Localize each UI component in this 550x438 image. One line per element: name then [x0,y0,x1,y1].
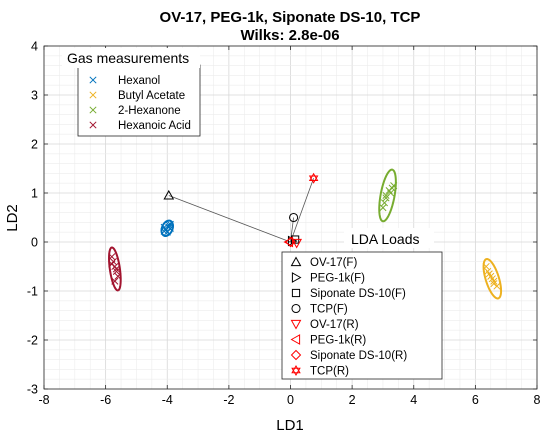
y-tick-label: 4 [31,40,38,54]
lda-legend-label: TCP(F) [310,304,348,316]
gas-legend-title-bg [62,48,200,68]
hexagram-part [291,365,301,374]
gas-point [112,265,120,273]
gas-point [112,267,120,275]
gas-point [379,204,387,212]
gas-point [387,189,395,197]
lda-legend-marker [291,365,301,376]
gas-point [390,182,398,190]
lda-legend-marker [290,256,302,267]
confidence-ellipses [108,168,503,300]
lda-loads-title: LDA Loads [351,231,420,247]
gas-point [485,270,493,278]
y-axis-label: LD2 [4,204,21,232]
gas-legend-label: Hexanoic Acid [118,120,191,132]
gas-legend: Gas measurements Hexanol Butyl Acetate 2-H… [62,48,201,137]
y-tick-label: -1 [27,285,38,299]
gas-point [160,227,168,235]
y-tick-label: -2 [27,334,38,348]
gas-points [108,182,501,290]
gas-legend-label: Butyl Acetate [118,90,185,102]
lda-load-marker [285,236,296,248]
x-axis-label: LD1 [276,417,304,434]
x-tick-label: -8 [38,393,49,407]
gas-point [382,191,390,200]
y-tick-label: -3 [27,383,38,397]
lda-load-markers [163,172,319,249]
gas-legend-marker [89,76,97,84]
y-tick-label: 1 [31,187,38,201]
gas-legend-label: Hexanol [118,75,160,87]
gas-legend-label: 2-Hexanone [118,105,181,117]
lda-load-marker [289,212,299,223]
lda-legend-label: TCP(R) [310,366,349,378]
gas-point [166,220,174,228]
lda-legend-marker [291,272,302,283]
hexagram-part [291,367,301,376]
lda-legend-label: OV-17(R) [310,319,359,331]
lda-load-marker [308,172,319,184]
x-tick-label: 4 [410,393,417,407]
lda-legend-marker [291,303,301,314]
gas-legend-marker [89,106,97,114]
lda-legend-marker [290,349,302,361]
gas-point [380,199,389,207]
confidence-ellipse [482,258,503,300]
y-tick-label: 3 [31,89,38,103]
gas-point [111,277,119,285]
lda-legend-label: Siponate DS-10(R) [310,350,407,362]
x-tick-label: 2 [349,393,356,407]
lda-legend-marker [290,334,301,345]
gas-legend-frame [77,64,201,137]
x-tick-label: -4 [162,393,173,407]
chart-title: OV-17, PEG-1k, Siponate DS-10, TCP [160,9,421,26]
lda-legend-label: OV-17(F) [310,257,357,269]
x-tick-label: 8 [534,393,541,407]
confidence-ellipse [108,246,122,292]
lda-legend-marker [291,288,301,298]
lda-loads-legend: LDA Loads OV-17(F) PEG-1k(F) Siponate DS-1… [281,228,443,380]
gas-point [114,272,122,280]
gas-point [490,280,498,288]
y-axis-ticks: -3 -2 -1 0 1 2 3 4 [27,40,537,397]
lda-load-marker [291,238,303,249]
lda-loads-legend-frame [281,251,443,380]
gas-legend-title: Gas measurements [67,50,189,66]
lda-legend-label: Siponate DS-10(F) [310,288,406,300]
gas-legend-marker [89,91,97,99]
x-tick-label: -6 [100,393,111,407]
lda-load-line [168,195,291,243]
lda-load-line [290,178,314,243]
hexagram-part [308,172,319,182]
lda-loads-title-bg [344,228,434,248]
y-tick-label: 0 [31,236,38,250]
gas-point [482,262,490,271]
confidence-ellipse [378,168,397,223]
x-tick-label: -2 [223,393,234,407]
lda-load-marker [163,189,175,200]
lda-legend-label: PEG-1k(F) [310,273,365,285]
gas-point [108,253,116,261]
gas-point [488,275,496,283]
lda-legend-marker [290,319,302,330]
x-tick-label: 6 [472,393,479,407]
x-axis-ticks: -8 -6 -4 -2 0 2 4 6 8 [38,46,541,407]
chart-subtitle: Wilks: 2.8e-06 [240,27,339,44]
x-tick-label: 0 [287,393,294,407]
lda-loads-legend-items: OV-17(F) PEG-1k(F) Siponate DS-10(F) TCP(F)… [290,256,407,378]
y-tick-label: 2 [31,138,38,152]
gas-legend-items: Hexanol Butyl Acetate 2-Hexanone Hexanoic A… [89,75,191,132]
gas-legend-marker [89,121,97,129]
hexagram-part [308,175,319,184]
lda-legend-label: PEG-1k(R) [310,335,366,347]
